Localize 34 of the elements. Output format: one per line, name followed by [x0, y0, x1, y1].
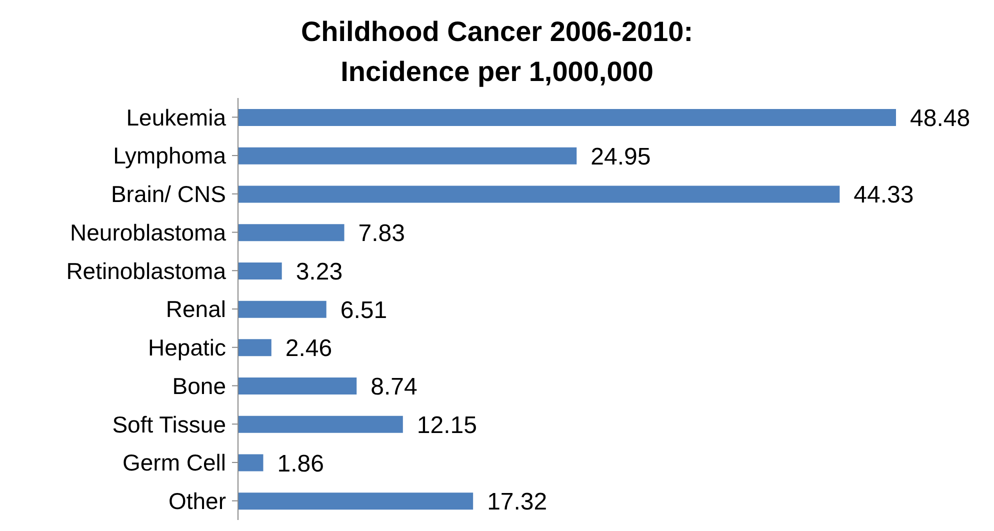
- data-label: 48.48: [910, 105, 970, 132]
- bar: [238, 454, 264, 472]
- bar: [238, 147, 577, 164]
- data-label: 1.86: [277, 450, 324, 478]
- y-tick-label: Retinoblastoma: [66, 258, 226, 284]
- bar: [238, 186, 840, 203]
- y-tick-label: Germ Cell: [122, 450, 226, 476]
- data-label: 24.95: [590, 143, 651, 170]
- bar: [238, 262, 282, 280]
- y-tick-label: Bone: [172, 372, 226, 399]
- data-label: 8.74: [370, 374, 418, 401]
- y-tick-label: Neuroblastoma: [70, 219, 226, 246]
- data-label: 44.33: [854, 182, 914, 209]
- y-tick-label: Lymphoma: [113, 142, 226, 169]
- y-tick-label: Other: [168, 488, 226, 514]
- data-label: 6.51: [340, 296, 388, 324]
- bar: [238, 300, 326, 318]
- data-label: 17.32: [487, 488, 548, 516]
- bar: [238, 339, 272, 356]
- data-label: 7.83: [358, 220, 405, 248]
- bar: [238, 378, 357, 395]
- bar: [238, 416, 403, 433]
- bar: [238, 109, 896, 126]
- chart-title: Childhood Cancer 2006-2010: Incidence per 1,000,000: [300, 15, 694, 89]
- data-label: 12.15: [416, 412, 477, 439]
- y-tick-label: Leukemia: [126, 104, 226, 130]
- y-tick-label: Hepatic: [148, 334, 226, 361]
- data-label: 3.23: [296, 258, 343, 286]
- y-tick-label: Brain/ CNS: [110, 181, 226, 208]
- y-tick-label: Renal: [166, 296, 226, 322]
- data-label: 2.46: [285, 335, 332, 362]
- y-tick-label: Soft Tissue: [112, 411, 226, 438]
- bar: [238, 224, 344, 242]
- bar: [238, 492, 474, 510]
